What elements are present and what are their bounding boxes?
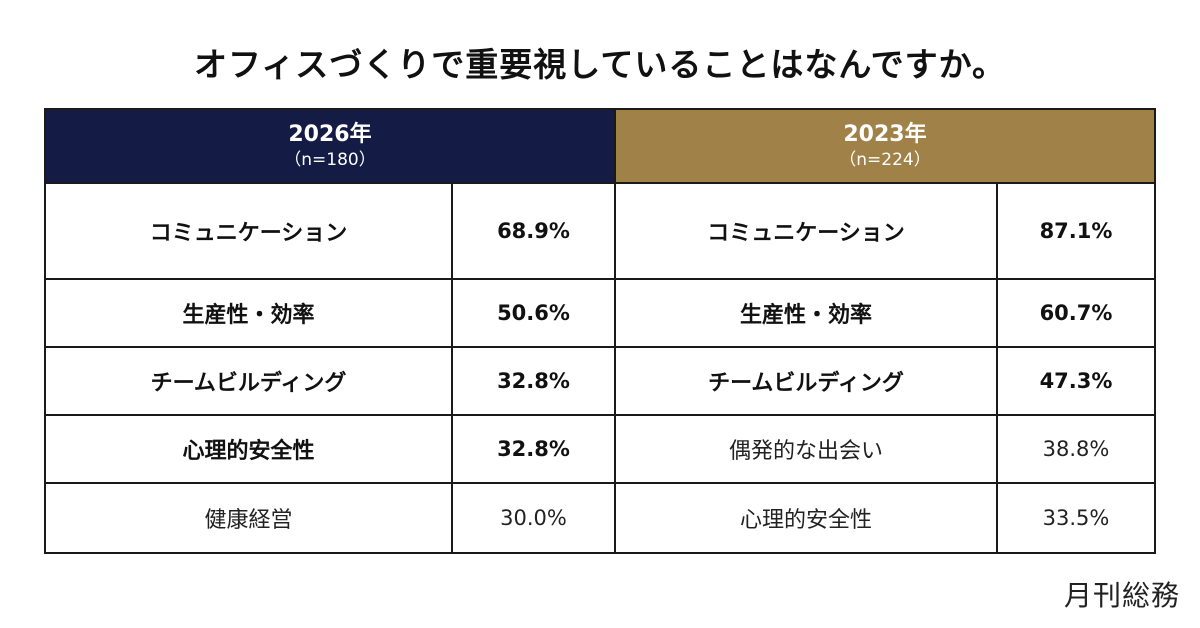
row-label: 生産性・効率 bbox=[739, 303, 872, 328]
row-label: チームビルディング bbox=[708, 371, 904, 396]
row-value: 68.9% bbox=[451, 184, 614, 278]
row-value: 47.3% bbox=[996, 348, 1154, 414]
brand-logo-text: 月刊総務 bbox=[1063, 579, 1180, 612]
table-row: コミュニケーション 87.1% bbox=[616, 184, 1154, 280]
row-value: 87.1% bbox=[996, 184, 1154, 278]
row-value: 60.7% bbox=[996, 280, 1154, 346]
header-year-2023: 2023年 bbox=[843, 122, 927, 147]
table-row: 生産性・効率 50.6% bbox=[46, 280, 614, 348]
row-label: コミュニケーション bbox=[707, 221, 905, 246]
row-label: 健康経営 bbox=[204, 508, 293, 533]
row-label: コミュニケーション bbox=[149, 221, 348, 246]
row-value: 33.5% bbox=[996, 484, 1154, 552]
row-value: 30.0% bbox=[451, 484, 614, 552]
table-rows-2023: コミュニケーション 87.1% 生産性・効率 60.7% チームビルディング 4… bbox=[616, 184, 1154, 552]
table-row: チームビルディング 32.8% bbox=[46, 348, 614, 416]
table-header-2023: 2023年 （n=224） bbox=[616, 110, 1154, 184]
row-label: 偶発的な出会い bbox=[728, 439, 883, 464]
row-value: 32.8% bbox=[451, 416, 614, 482]
table-row: 心理的安全性 33.5% bbox=[616, 484, 1154, 552]
header-sample-size-2026: （n=180） bbox=[284, 150, 376, 170]
row-label: 心理的安全性 bbox=[739, 508, 872, 533]
table-column-2026: 2026年 （n=180） コミュニケーション 68.9% 生産性・効率 50.… bbox=[46, 110, 616, 552]
table-header-2026: 2026年 （n=180） bbox=[46, 110, 614, 184]
comparison-table: 2026年 （n=180） コミュニケーション 68.9% 生産性・効率 50.… bbox=[44, 108, 1156, 554]
table-column-2023: 2023年 （n=224） コミュニケーション 87.1% 生産性・効率 60.… bbox=[616, 110, 1154, 552]
row-value: 32.8% bbox=[451, 348, 614, 414]
row-value: 50.6% bbox=[451, 280, 614, 346]
table-row: 生産性・効率 60.7% bbox=[616, 280, 1154, 348]
header-sample-size-2023: （n=224） bbox=[839, 150, 931, 170]
table-rows-2026: コミュニケーション 68.9% 生産性・効率 50.6% チームビルディング 3… bbox=[46, 184, 614, 552]
row-label: 心理的安全性 bbox=[182, 439, 315, 464]
row-label: 生産性・効率 bbox=[182, 303, 315, 328]
table-row: 偶発的な出会い 38.8% bbox=[616, 416, 1154, 484]
header-year-2026: 2026年 bbox=[288, 122, 372, 147]
table-row: コミュニケーション 68.9% bbox=[46, 184, 614, 280]
table-row: 心理的安全性 32.8% bbox=[46, 416, 614, 484]
page-title: オフィスづくりで重要視していることはなんですか。 bbox=[193, 45, 1007, 84]
row-value: 38.8% bbox=[996, 416, 1154, 482]
table-row: チームビルディング 47.3% bbox=[616, 348, 1154, 416]
row-label: チームビルディング bbox=[150, 371, 347, 396]
table-row: 健康経営 30.0% bbox=[46, 484, 614, 552]
